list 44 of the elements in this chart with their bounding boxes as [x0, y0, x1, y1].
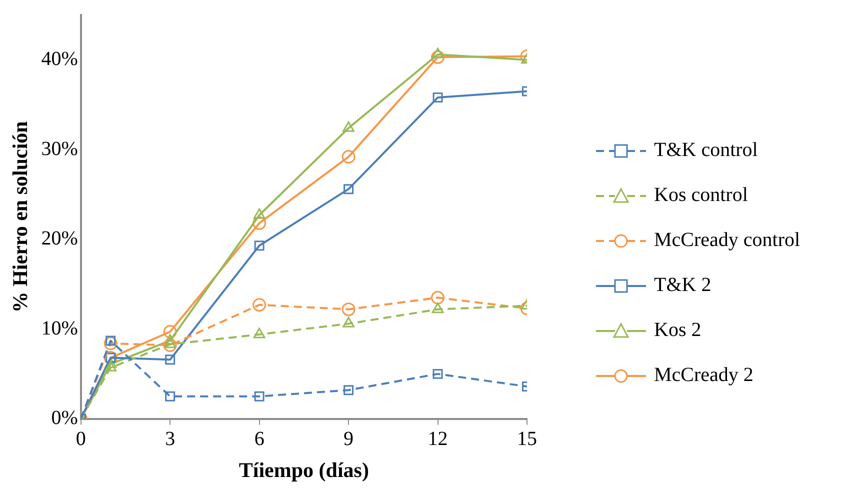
x-tick-label: 6 [254, 428, 264, 450]
point [104, 336, 118, 350]
legend-label: Kos control [654, 184, 748, 207]
y-tick-label: 30% [41, 138, 78, 160]
legend-label: T&K control [654, 139, 758, 162]
legend-label: McCready 2 [654, 364, 754, 387]
point [344, 184, 354, 194]
point [431, 290, 445, 304]
point [252, 298, 266, 312]
point [163, 338, 177, 352]
point [432, 368, 443, 379]
legend-label: McCready control [654, 229, 800, 252]
x-tick-label: 15 [517, 428, 537, 450]
point [254, 240, 264, 251]
y-tick-label: 40% [41, 48, 78, 70]
point [253, 208, 266, 219]
point [104, 360, 117, 372]
legend-label: Kos 2 [654, 319, 702, 342]
point [432, 48, 444, 58]
point [344, 385, 354, 396]
point [342, 150, 356, 164]
y-tick-label: 20% [41, 228, 78, 250]
point [165, 391, 176, 402]
legend-label: T&K 2 [654, 274, 712, 297]
x-tick-label: 0 [76, 428, 86, 450]
point [254, 391, 264, 402]
point [342, 121, 354, 132]
point [432, 92, 443, 103]
point [431, 50, 445, 64]
y-tick-label: 10% [41, 317, 78, 340]
x-tick-label: 3 [165, 428, 176, 450]
point [165, 354, 176, 365]
point [342, 316, 354, 328]
y-axis-title: % Hierro en solución [8, 120, 32, 313]
x-tick-label: 12 [428, 428, 448, 450]
point [432, 302, 444, 314]
point [253, 328, 266, 338]
y-tick-label: 0% [51, 407, 78, 430]
point [164, 338, 176, 348]
x-axis-title: Tíiempo (días) [238, 458, 369, 482]
point [342, 302, 356, 316]
point [252, 216, 266, 230]
x-tick-label: 9 [344, 428, 354, 450]
point [163, 325, 177, 339]
